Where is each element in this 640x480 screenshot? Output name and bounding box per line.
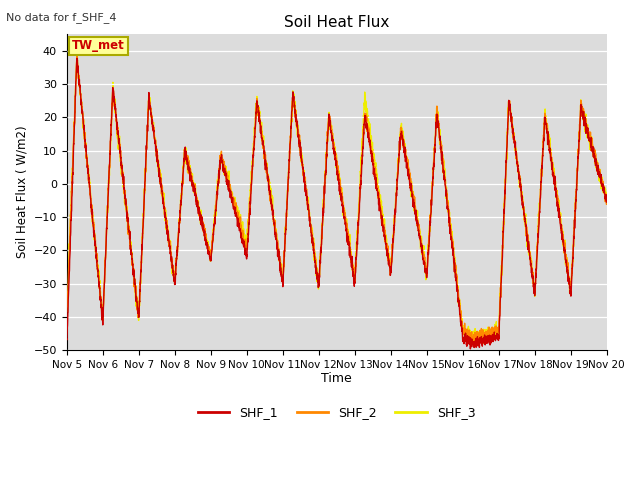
Y-axis label: Soil Heat Flux ( W/m2): Soil Heat Flux ( W/m2) [15,126,28,259]
Text: No data for f_SHF_4: No data for f_SHF_4 [6,12,117,23]
Legend: SHF_1, SHF_2, SHF_3: SHF_1, SHF_2, SHF_3 [193,401,480,424]
Title: Soil Heat Flux: Soil Heat Flux [284,15,389,30]
Text: TW_met: TW_met [72,39,125,52]
X-axis label: Time: Time [321,372,352,384]
